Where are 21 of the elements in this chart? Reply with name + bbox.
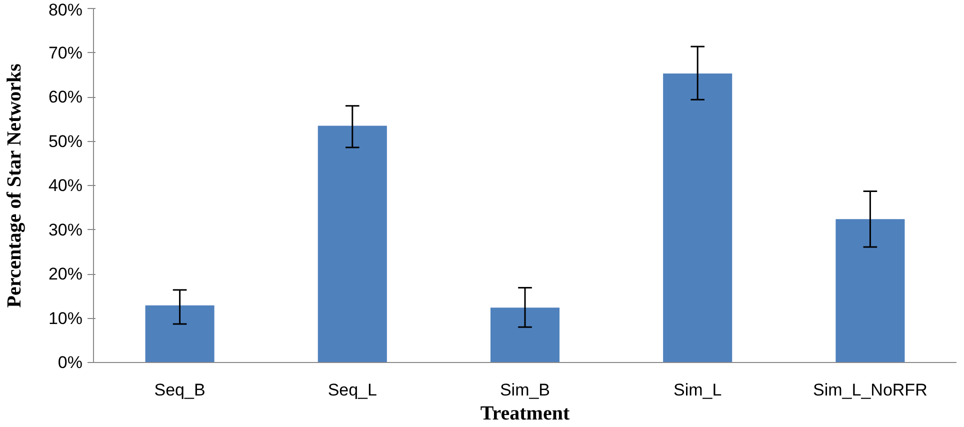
bar [836, 219, 905, 362]
bar [663, 74, 732, 362]
bar [145, 305, 214, 362]
x-tick-label: Sim_L_NoRFR [813, 380, 928, 400]
x-tick-label: Seq_L [328, 380, 377, 400]
y-axis-title: Percentage of Star Networks [3, 63, 26, 308]
y-tick-label: 70% [48, 43, 83, 62]
y-tick-label: 0% [58, 353, 83, 372]
y-tick-label: 40% [48, 176, 83, 195]
y-tick-label: 30% [48, 220, 83, 240]
x-tick-label: Sim_B [500, 380, 550, 400]
bar [490, 308, 560, 362]
bar [318, 126, 387, 362]
x-tick-label: Sim_L [674, 380, 722, 400]
y-tick-label: 80% [48, 0, 83, 20]
y-tick-label: 10% [48, 308, 83, 328]
x-tick-label: Seq_B [154, 380, 206, 400]
x-axis-title: Treatment [480, 402, 570, 424]
y-tick-label: 50% [48, 132, 83, 151]
y-tick-label: 20% [48, 264, 83, 284]
y-tick-label: 60% [48, 88, 83, 106]
